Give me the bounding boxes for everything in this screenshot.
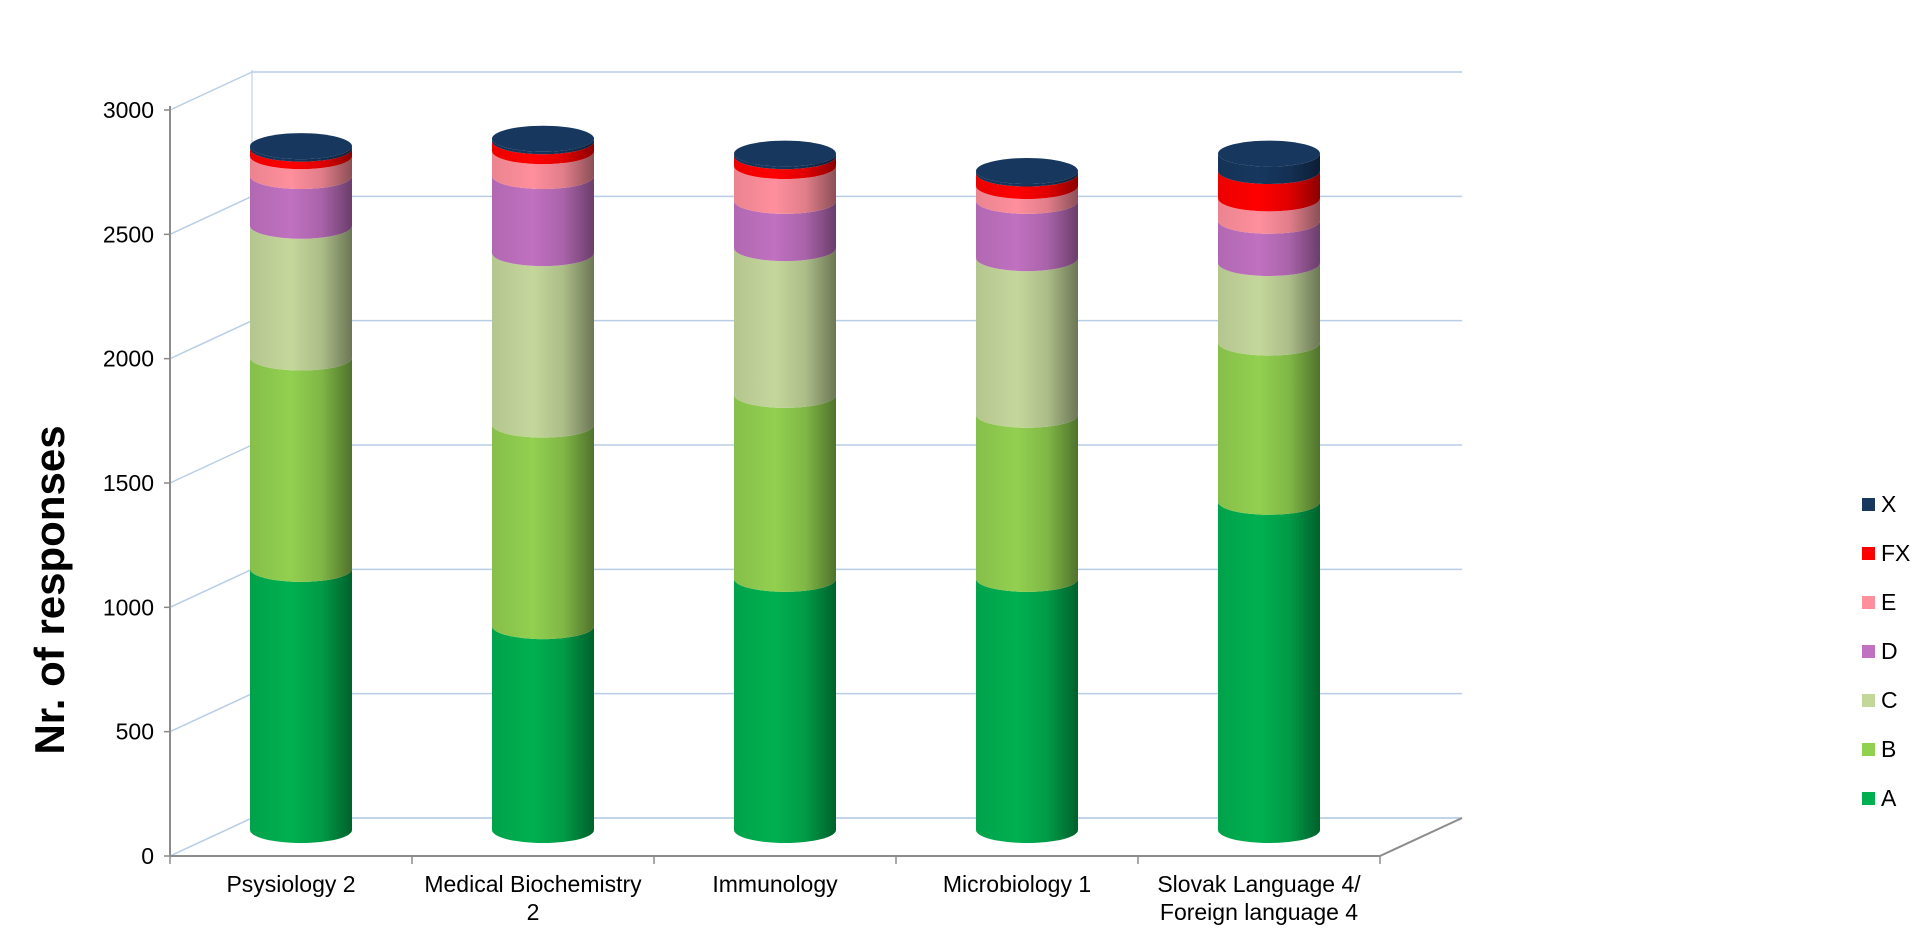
bar-top-cap — [250, 133, 352, 160]
bar-segment-A — [976, 578, 1078, 843]
axes — [164, 106, 1463, 864]
legend-label: A — [1881, 785, 1897, 811]
bar-top-cap — [734, 140, 836, 167]
legend-label: E — [1881, 589, 1896, 615]
legend-label: B — [1881, 736, 1896, 762]
legend-item-X: X — [1862, 491, 1896, 517]
gridline-diagonal — [169, 444, 253, 484]
y-tick-label: 0 — [141, 843, 154, 869]
bar-segment-C — [976, 258, 1078, 428]
x-tick-label: Microbiology 1 — [943, 871, 1091, 897]
legend-label: C — [1881, 687, 1898, 713]
bar-top-cap — [976, 158, 1078, 185]
legend-item-E: E — [1862, 589, 1896, 615]
bar-segment-B — [976, 414, 1078, 592]
bar-segment-C — [1218, 263, 1320, 356]
bar-segment-D — [250, 176, 352, 239]
bar-segment-C — [734, 248, 836, 408]
bar-segment-X — [492, 138, 594, 155]
bar-segment-B — [250, 357, 352, 582]
bar-segment-A — [250, 568, 352, 843]
y-tick-labels: 0 500 1000 1500 2000 2500 3000 — [103, 97, 154, 869]
legend-item-B: B — [1862, 736, 1896, 762]
legend-label: X — [1881, 491, 1896, 517]
gridline-diagonal — [169, 195, 253, 236]
y-tick-label: 1000 — [103, 594, 154, 620]
gridline-diagonal — [169, 568, 253, 609]
y-tick-label: 2500 — [103, 221, 154, 247]
gridline-diagonal — [169, 71, 253, 111]
bars — [250, 125, 1320, 843]
gridline-diagonal — [169, 692, 253, 733]
bar-segment-FX — [492, 141, 594, 165]
bar-segment-FX — [250, 148, 352, 170]
legend-item-D: D — [1862, 638, 1898, 664]
bar-segment-X — [734, 153, 836, 170]
y-tick-label: 500 — [116, 719, 154, 745]
legend-label: D — [1881, 638, 1898, 664]
bar-segment-X — [1218, 153, 1320, 185]
x-tick-label: Immunology — [712, 871, 838, 897]
x-tick-label: Psysiology 2 — [226, 871, 355, 897]
legend-item-A: A — [1862, 785, 1897, 811]
bar-segment-A — [492, 626, 594, 843]
bar-segment-D — [1218, 220, 1320, 277]
bar-top-cap — [492, 125, 594, 152]
legend-swatch — [1862, 645, 1875, 658]
y-tick-label: 1500 — [103, 470, 154, 496]
bar-segment-A — [1218, 501, 1320, 843]
bar-segment-X — [250, 146, 352, 162]
bar-segment-C — [250, 225, 352, 371]
bar-segment-C — [492, 253, 594, 438]
x-tick-label: Medical Biochemistry 2 — [424, 871, 642, 925]
legend-swatch — [1862, 694, 1875, 707]
bar-segment-A — [734, 578, 836, 843]
legend-item-FX: FX — [1862, 540, 1910, 566]
bar-segment-X — [976, 171, 1078, 187]
gridline-diagonal — [169, 817, 253, 857]
bar-segment-B — [1218, 342, 1320, 515]
bar-segment-B — [492, 424, 594, 640]
legend-swatch — [1862, 792, 1875, 805]
bar-segment-E — [734, 166, 836, 214]
x-axis-depth-line — [1379, 817, 1463, 857]
x-tick-labels: Psysiology 2 Medical Biochemistry 2 Immunol… — [226, 871, 1361, 925]
bar-top-cap — [1218, 140, 1320, 167]
bar-segment-E — [250, 156, 352, 190]
bar-segment-E — [1218, 198, 1320, 234]
x-tick-label: Slovak Language 4/Foreign language 4 — [1157, 871, 1361, 925]
y-tick-label: 2000 — [103, 346, 154, 372]
bar-segment-D — [492, 176, 594, 267]
bar-segment-FX — [976, 173, 1078, 199]
bar-segment-E — [976, 185, 1078, 214]
bar-segment-E — [492, 151, 594, 190]
legend-label: FX — [1881, 540, 1910, 566]
y-tick-label: 3000 — [103, 97, 154, 123]
bar-segment-D — [976, 200, 1078, 272]
bar-segment-B — [734, 394, 836, 592]
bar-segment-FX — [734, 156, 836, 180]
gridline-diagonal — [169, 319, 253, 360]
legend-swatch — [1862, 596, 1875, 609]
legend-swatch — [1862, 547, 1875, 560]
legend-swatch — [1862, 743, 1875, 756]
y-axis-label: Nr. of responses — [26, 425, 73, 754]
bar-segment-FX — [1218, 171, 1320, 212]
bar-segment-D — [734, 200, 836, 262]
legend-swatch — [1862, 498, 1875, 511]
legend-item-C: C — [1862, 687, 1898, 713]
